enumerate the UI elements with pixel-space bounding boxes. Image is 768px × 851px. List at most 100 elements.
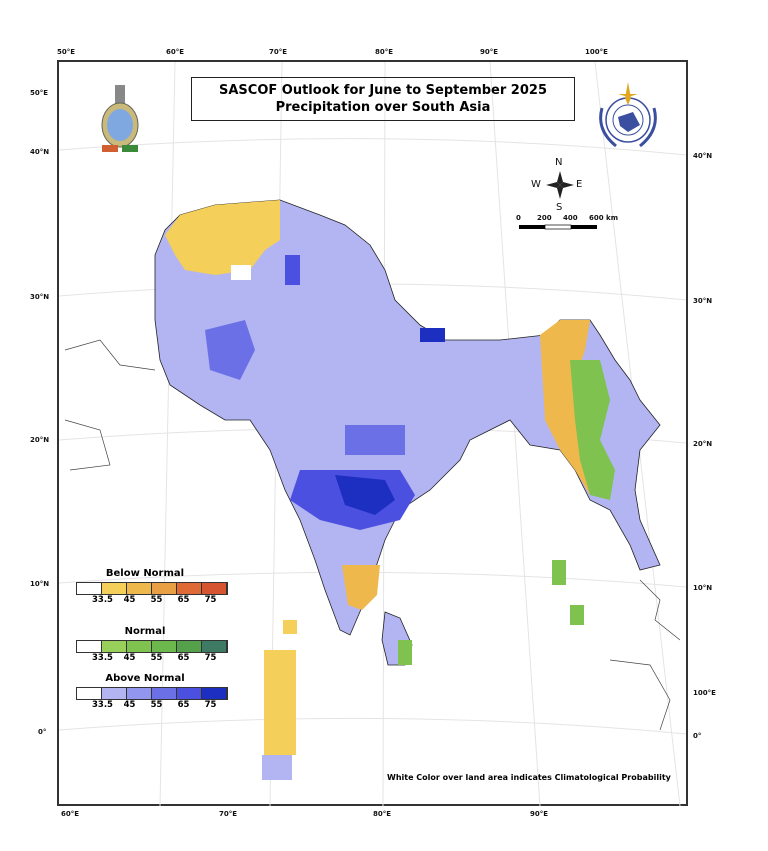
top-axis-label: 50°E: [57, 48, 76, 56]
scale-bar: [519, 224, 597, 230]
legend-swatch: [127, 688, 152, 699]
top-axis-label: 70°E: [269, 48, 288, 56]
above-normal-east: [345, 425, 405, 455]
legend-tick: 55: [150, 595, 163, 605]
legend-swatch: [152, 583, 177, 594]
legend-swatch: [202, 688, 227, 699]
below-normal-south-india: [342, 565, 380, 610]
left-axis-label: 30°N: [30, 293, 50, 301]
bottom-axis-label: 60°E: [61, 810, 80, 818]
legend-tick: 45: [123, 700, 136, 710]
legend-title: Normal: [124, 626, 166, 637]
right-axis-label: 30°N: [693, 297, 713, 305]
legend-tick: 33.5: [92, 653, 113, 663]
andaman: [552, 560, 566, 585]
legend-swatch: [127, 583, 152, 594]
legend-tick: 65: [177, 700, 190, 710]
legend-swatch: [152, 641, 177, 652]
maldives-south: [262, 755, 292, 780]
above-normal-pakistan: [205, 320, 255, 380]
legend-tick: 55: [150, 700, 163, 710]
legend-ticks: 33.5 45 55 65 75: [89, 653, 224, 663]
coastline-west: [64, 339, 156, 471]
legend-tick: 75: [204, 653, 217, 663]
nicobar: [570, 605, 584, 625]
scale-label: 200: [537, 214, 552, 222]
right-axis-label: 0°: [693, 732, 702, 740]
coastline-east: [609, 579, 681, 731]
top-axis-label: 80°E: [375, 48, 394, 56]
scale-label: 400: [563, 214, 578, 222]
legend-swatch: [102, 583, 127, 594]
bottom-axis-label: 90°E: [530, 810, 549, 818]
scale-label: 600 km: [589, 214, 618, 222]
right-axis-label: 100°E: [693, 689, 716, 697]
left-axis-label: 0°: [38, 728, 47, 736]
map-frame: [57, 60, 688, 806]
legend-tick: 33.5: [92, 595, 113, 605]
legend-swatch: [77, 641, 102, 652]
below-normal-north: [165, 200, 280, 275]
title-line-1: SASCOF Outlook for June to September 202…: [219, 83, 547, 98]
right-axis-label: 20°N: [693, 440, 713, 448]
legend-swatch: [102, 641, 127, 652]
maldives-strip: [264, 650, 296, 755]
legend-swatch: [177, 641, 202, 652]
legend-title: Below Normal: [105, 568, 185, 579]
left-axis-label: 40°N: [30, 148, 50, 156]
compass-n: N: [555, 157, 563, 168]
sri-lanka-normal: [398, 640, 412, 665]
compass-s: S: [556, 202, 563, 213]
legend-swatch: [77, 688, 102, 699]
compass-w: W: [531, 179, 541, 190]
legend-tick: 75: [204, 595, 217, 605]
legend-ticks: 33.5 45 55 65 75: [89, 595, 224, 605]
left-axis-label: 20°N: [30, 436, 50, 444]
bottom-axis-label: 70°E: [219, 810, 238, 818]
legend-tick: 75: [204, 700, 217, 710]
top-axis-label: 60°E: [166, 48, 185, 56]
normal-myanmar: [570, 360, 615, 500]
climatological-patch: [231, 265, 251, 280]
legend-swatch: [177, 583, 202, 594]
legend-tick: 45: [123, 653, 136, 663]
left-axis-label: 50°E: [30, 89, 49, 97]
legend-color-bar: [76, 582, 228, 595]
legend-color-bar: [76, 687, 228, 700]
scale-label: 0: [516, 214, 521, 222]
legend-swatch: [202, 583, 227, 594]
legend-swatch: [177, 688, 202, 699]
above-normal-north: [285, 255, 300, 285]
imd-emblem-logo: [101, 85, 139, 152]
legend-tick: 65: [177, 653, 190, 663]
legend-swatch: [152, 688, 177, 699]
above-normal-deep: [335, 475, 395, 515]
top-axis-label: 100°E: [585, 48, 608, 56]
map-note: White Color over land area indicates Cli…: [387, 773, 671, 782]
legend-tick: 33.5: [92, 700, 113, 710]
legend-tick: 65: [177, 595, 190, 605]
bottom-axis-label: 80°E: [373, 810, 392, 818]
compass-icon: [546, 171, 574, 199]
legend-tick: 55: [150, 653, 163, 663]
legend-tick: 45: [123, 595, 136, 605]
legend-swatch: [102, 688, 127, 699]
right-axis-label: 10°N: [693, 584, 713, 592]
lakshadweep: [283, 620, 297, 634]
right-axis-label: 40°N: [693, 152, 713, 160]
legend-color-bar: [76, 640, 228, 653]
legend-title: Above Normal: [105, 673, 185, 684]
land-region-south-asia: [154, 199, 661, 636]
left-axis-label: 10°N: [30, 580, 50, 588]
compass-e: E: [576, 179, 583, 190]
top-axis-label: 90°E: [480, 48, 499, 56]
above-normal-nepal: [420, 328, 445, 342]
wmo-logo: [599, 82, 657, 148]
legend-swatch: [77, 583, 102, 594]
map-title: SASCOF Outlook for June to September 202…: [191, 77, 575, 121]
legend-ticks: 33.5 45 55 65 75: [89, 700, 224, 710]
legend-swatch: [127, 641, 152, 652]
legend-swatch: [202, 641, 227, 652]
